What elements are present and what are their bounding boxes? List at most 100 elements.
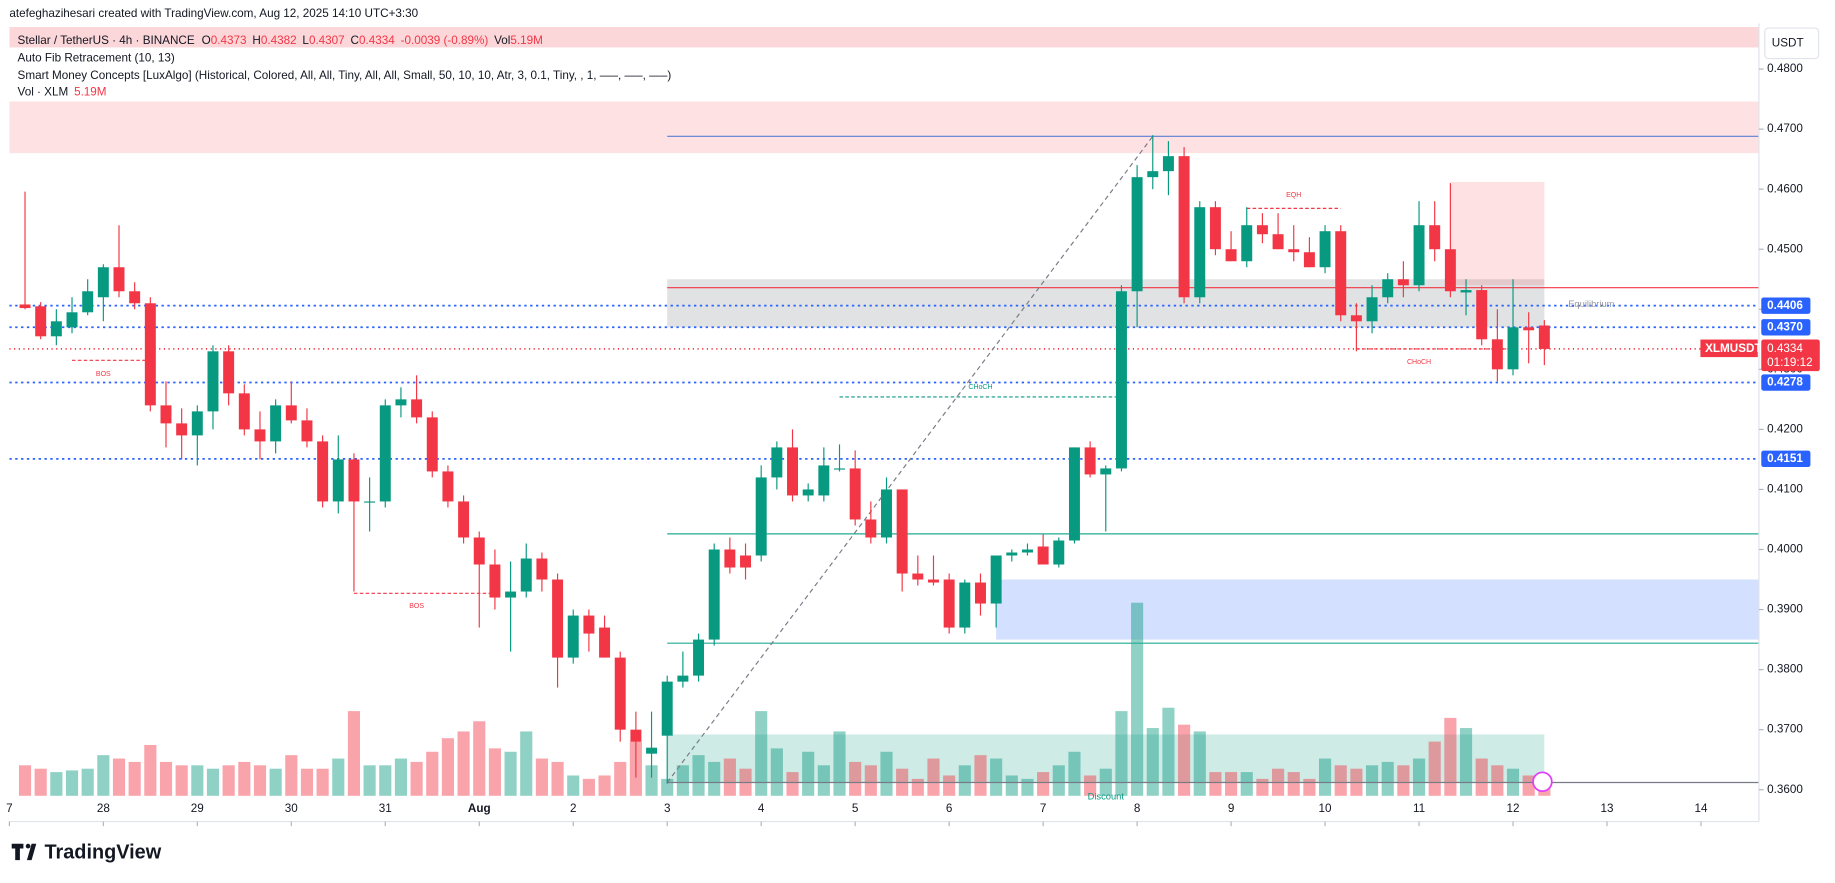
candle-body	[740, 555, 752, 568]
volume-bar	[1240, 772, 1253, 796]
candle-body	[646, 747, 658, 754]
level-label-box	[1761, 450, 1811, 468]
level-label: 0.4278	[1767, 376, 1803, 389]
volume-bar	[269, 768, 282, 796]
volume-bar	[332, 758, 345, 796]
volume-bar	[1256, 778, 1269, 796]
candle-body	[97, 267, 109, 298]
candle-body	[1335, 231, 1347, 316]
symbol: Stellar / TetherUS · 4h · BINANCE O0.4373…	[18, 34, 543, 47]
volume-bar	[755, 711, 768, 796]
candle-body	[332, 459, 344, 502]
currency: USDT	[1772, 36, 1804, 49]
candle-body	[473, 537, 485, 565]
last-price-box	[1761, 339, 1820, 372]
candle-body	[1241, 225, 1253, 262]
candle-body	[661, 681, 673, 736]
candle-body	[1037, 546, 1049, 565]
volume-bar	[316, 768, 329, 796]
x-tick-label: 2	[570, 802, 577, 815]
annotation: EQH	[1286, 192, 1301, 199]
volume-bar	[347, 711, 361, 796]
h: H	[252, 34, 260, 47]
y-tick-label: 0.4000	[1767, 543, 1803, 556]
candle-body	[442, 471, 454, 502]
candle-body	[254, 429, 266, 442]
candle-body	[755, 477, 767, 556]
volume-bar	[770, 748, 783, 796]
candle-body	[599, 627, 611, 658]
brand-name: TradingView	[44, 841, 161, 863]
candle-body	[1162, 156, 1174, 172]
annotation: Equilibrium	[1568, 299, 1614, 309]
volume-bar	[1412, 758, 1426, 796]
volume-bar	[128, 761, 141, 796]
volume-bar	[222, 765, 235, 796]
volume-bar	[520, 731, 533, 796]
candle-body	[943, 579, 955, 628]
candle-body	[1006, 552, 1018, 556]
alert-icon[interactable]	[1532, 771, 1553, 792]
volume-bar	[567, 775, 580, 796]
volume-bar	[1303, 778, 1316, 796]
candle-body	[552, 579, 564, 658]
volume-bar	[786, 772, 799, 796]
x-tick-label: 31	[379, 802, 392, 815]
volume-bar	[175, 765, 188, 796]
volume-bar	[34, 768, 47, 796]
h-value: 0.4382	[261, 34, 297, 47]
volume-bar	[97, 755, 110, 796]
volume-bar	[285, 755, 298, 796]
candle-body	[583, 615, 595, 634]
volume-bar	[1084, 775, 1097, 796]
zone	[9, 101, 1759, 154]
volume-bar	[1193, 731, 1206, 796]
volume-bar	[911, 778, 924, 796]
candle-body	[191, 411, 203, 436]
candle-body	[708, 549, 720, 640]
candle-body	[160, 405, 172, 424]
symbol-name: Stellar / TetherUS · 4h · BINANCE	[18, 34, 195, 47]
candle-body	[301, 420, 313, 442]
volume-bar	[1381, 761, 1394, 796]
y-tick-label: 0.4100	[1767, 483, 1803, 496]
volume-bar	[1052, 765, 1065, 796]
x-tick-label: 3	[664, 802, 671, 815]
candle-body	[1507, 327, 1519, 370]
level-label: 0.4370	[1767, 320, 1803, 333]
x-tick-label: 13	[1600, 802, 1613, 815]
c: C	[351, 34, 359, 47]
x-tick-label: 10	[1319, 802, 1333, 815]
last-price-box	[1700, 339, 1758, 358]
volume-bar	[1459, 728, 1473, 796]
currency-box	[1764, 27, 1820, 60]
x-tick-label: 7	[6, 802, 13, 815]
candle-body	[896, 489, 908, 574]
vol-value: 5.19M	[510, 34, 542, 47]
x-tick-label: 11	[1413, 802, 1425, 815]
volume-bar	[645, 765, 658, 796]
x-tick-label: 4	[758, 802, 765, 815]
y-tick-label: 0.4200	[1767, 422, 1803, 435]
volume-bar	[676, 765, 689, 796]
candle-body	[1523, 327, 1535, 331]
volume-bar	[1365, 765, 1379, 796]
volume-bar	[112, 758, 126, 796]
candle-body	[1288, 249, 1300, 253]
candle-body	[1350, 315, 1362, 322]
candle-body	[1382, 279, 1394, 298]
candle-body	[1397, 279, 1409, 286]
volume-bar	[535, 758, 548, 796]
change: -0.0039 (-0.89%)	[401, 34, 489, 47]
countdown: 01:19:12	[1767, 356, 1812, 369]
y-tick-label: 0.3800	[1767, 663, 1803, 676]
volume-bar	[1318, 758, 1332, 796]
annotation: BOS	[409, 603, 424, 610]
volume-bar	[81, 768, 94, 796]
volume-bar	[457, 731, 470, 796]
candle-body	[614, 657, 626, 730]
candle-body	[379, 405, 391, 502]
candle-body	[1053, 540, 1065, 565]
plot-area: BOS BOS CHoCH EQH CHoCH Equilibrium Discount	[9, 27, 1759, 801]
